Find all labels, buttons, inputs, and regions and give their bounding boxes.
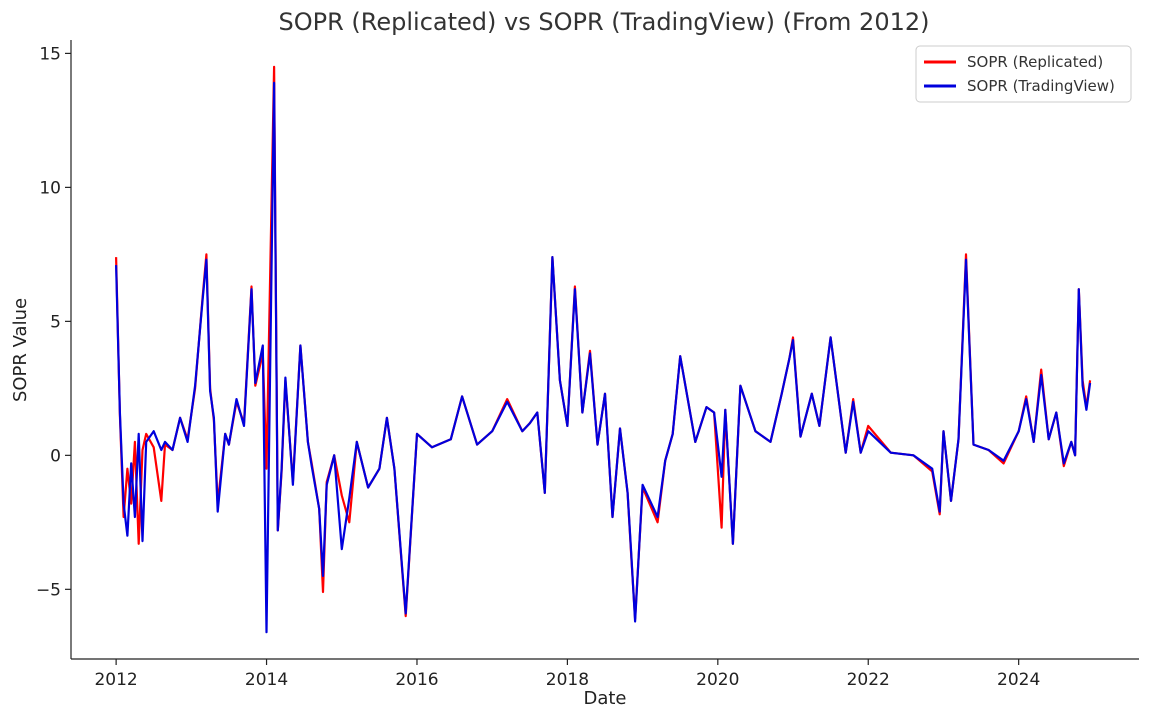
x-tick-label: 2020: [696, 670, 739, 690]
x-tick-label: 2024: [997, 670, 1040, 690]
chart-title: SOPR (Replicated) vs SOPR (TradingView) …: [279, 8, 930, 36]
legend-label-replicated: SOPR (Replicated): [967, 53, 1103, 71]
x-tick-label: 2018: [546, 670, 589, 690]
plot-area: 2012 2014 2016 2018 2020 2022 2024 −5 0 5 10 15: [36, 40, 1139, 690]
y-tick-label: 0: [50, 446, 61, 466]
x-tick-label: 2012: [94, 670, 137, 690]
legend-label-tradingview: SOPR (TradingView): [967, 77, 1115, 95]
series-group: [115, 65, 1092, 634]
y-axis-ticks: −5 0 5 10 15: [36, 44, 71, 600]
y-tick-label: 5: [50, 312, 61, 332]
x-tick-label: 2016: [395, 670, 438, 690]
legend-box: [915, 45, 1132, 103]
y-tick-label: −5: [36, 580, 61, 600]
x-axis-label: Date: [583, 688, 626, 709]
y-tick-label: 15: [39, 44, 61, 64]
x-tick-label: 2022: [847, 670, 890, 690]
series-line-tradingview: [115, 81, 1092, 634]
y-axis-label: SOPR Value: [10, 298, 31, 402]
legend: SOPR (Replicated) SOPR (TradingView): [915, 45, 1132, 103]
x-axis-ticks: 2012 2014 2016 2018 2020 2022 2024: [94, 659, 1040, 690]
x-tick-label: 2014: [245, 670, 288, 690]
y-tick-label: 10: [39, 178, 61, 198]
series-line-replicated: [115, 65, 1092, 620]
